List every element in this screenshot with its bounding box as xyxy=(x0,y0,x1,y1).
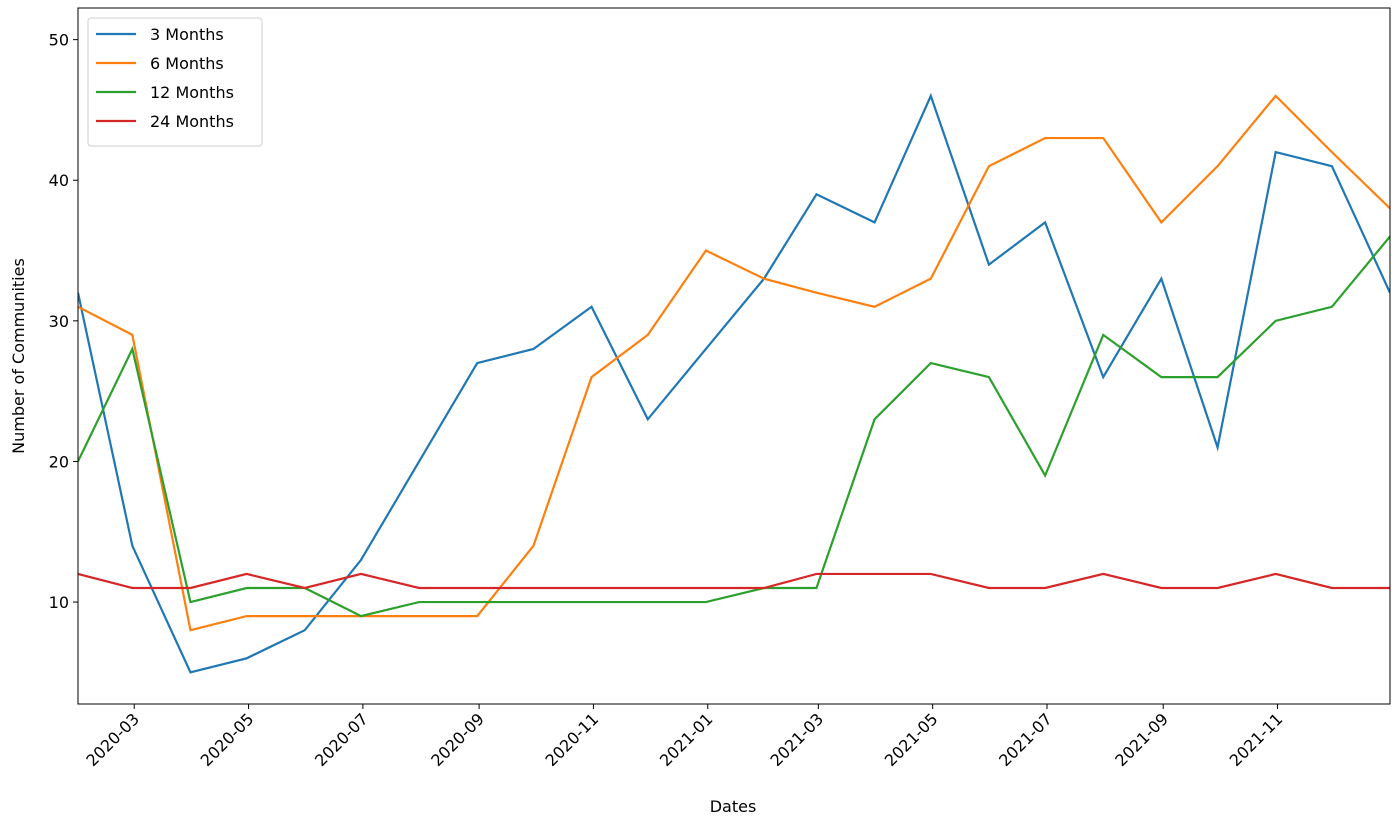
plot-frame xyxy=(77,7,1391,705)
x-tick-label: 2021-01 xyxy=(656,709,717,770)
y-tick-label: 30 xyxy=(49,312,69,331)
x-tick-label: 2020-05 xyxy=(197,709,258,770)
series-line xyxy=(78,235,1390,618)
x-tick-label: 2020-03 xyxy=(82,709,143,770)
legend-label: 6 Months xyxy=(150,54,224,73)
legend-label: 24 Months xyxy=(150,112,234,131)
x-tick-label: 2020-11 xyxy=(542,709,603,770)
series-line xyxy=(78,94,1390,632)
series-line xyxy=(78,92,1390,674)
x-tick-label: 2021-11 xyxy=(1226,709,1287,770)
legend-frame xyxy=(87,17,263,147)
x-tick-label: 2021-07 xyxy=(995,709,1056,770)
y-tick-label: 40 xyxy=(49,171,69,190)
x-tick-label: 2020-09 xyxy=(427,709,488,770)
x-tick-label: 2021-09 xyxy=(1111,709,1172,770)
y-axis-label: Number of Communities xyxy=(9,258,28,454)
series-line xyxy=(78,572,1390,590)
y-tick-label: 10 xyxy=(49,593,69,612)
legend-label: 12 Months xyxy=(150,83,234,102)
x-tick-label: 2020-07 xyxy=(311,709,372,770)
plot-lines xyxy=(78,92,1390,674)
y-tick-label: 50 xyxy=(49,31,69,50)
x-tick-label: 2021-05 xyxy=(881,709,942,770)
y-tick-label: 20 xyxy=(49,452,69,471)
legend-label: 3 Months xyxy=(150,25,224,44)
x-tick-label: 2021-03 xyxy=(766,709,827,770)
x-axis-label: Dates xyxy=(710,797,757,816)
